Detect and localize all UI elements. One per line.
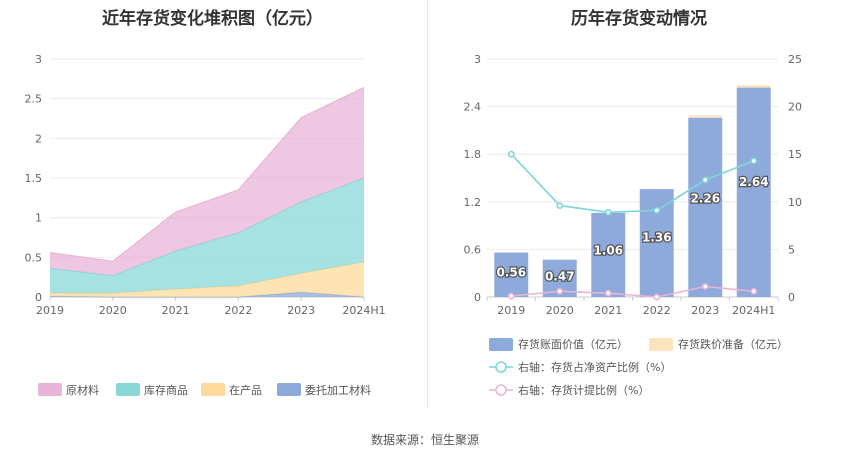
area-1 [50, 262, 364, 297]
right-legend-label: 存货跌价准备（亿元） [678, 337, 788, 351]
left-x-tick-label: 2020 [99, 304, 127, 317]
right-y2-tick-label: 5 [788, 243, 795, 256]
right-y-tick-label: 3 [474, 53, 481, 66]
left-legend-swatch [38, 383, 62, 396]
line-point-1 [701, 283, 709, 290]
bar-value-label: 1.36 [642, 231, 672, 245]
area-top-line-3 [49, 87, 365, 262]
left-legend-label: 原材料 [66, 383, 99, 397]
right-x-tick-label: 2019 [497, 304, 525, 317]
line-point-0 [604, 208, 612, 216]
left-legend-swatch [201, 383, 225, 396]
left-y-tick-label: 0 [35, 291, 42, 304]
right-y2-tick-label: 25 [788, 53, 802, 66]
right-legend-swatch [489, 338, 513, 351]
right-y-tick-label: 2.4 [464, 101, 482, 114]
line-point-1 [653, 293, 661, 301]
bar-book-value [688, 117, 723, 297]
line-point-0 [556, 202, 564, 210]
data-source: 数据来源：恒生聚源 [370, 433, 479, 447]
left-x-tick-label: 2019 [36, 304, 64, 317]
left-legend-label: 在产品 [229, 383, 262, 397]
left-legend-swatch [277, 383, 301, 396]
left-x-tick-label: 2022 [224, 304, 252, 317]
right-y2-tick-label: 20 [788, 101, 802, 114]
line-point-1 [750, 287, 758, 295]
left-y-tick-label: 2 [35, 132, 42, 145]
left-y-tick-label: 2.5 [25, 93, 43, 106]
bar-value-label: 1.06 [593, 244, 623, 258]
right-x-tick-label: 2020 [546, 304, 574, 317]
right-y-tick-label: 1.2 [464, 196, 482, 209]
left-legend-swatch [116, 383, 140, 396]
right-y2-tick-label: 10 [788, 196, 802, 209]
charts-canvas: 0 0.5 1 1.5 2 2.5 3 2019 2020 2021 2022 2023 2024H1 原… [25, 53, 803, 397]
left-x-tick-label: 2023 [287, 304, 315, 317]
right-legend-label: 存货账面价值（亿元） [518, 337, 628, 351]
left-x-tick-label: 2021 [162, 304, 190, 317]
left-legend-label: 委托加工材料 [305, 383, 371, 397]
line-point-1 [604, 289, 612, 297]
bar-value-label: 0.47 [545, 269, 575, 283]
line-point-0 [507, 150, 515, 158]
right-y-tick-label: 0.6 [464, 243, 482, 256]
right-legend-marker [495, 384, 507, 396]
right-chart-title: 历年存货变动情况 [571, 9, 707, 29]
right-x-tick-label: 2024H1 [732, 304, 775, 317]
bar-book-value [494, 252, 529, 297]
panel-divider [427, 0, 428, 408]
right-y-tick-label: 0 [474, 291, 481, 304]
line-point-1 [556, 287, 564, 295]
left-y-tick-label: 1 [35, 212, 42, 225]
line-point-0 [653, 206, 661, 214]
bar-impairment [736, 85, 771, 88]
right-legend-label: 右轴：存货计提比例（%） [518, 383, 649, 397]
right-x-tick-label: 2023 [691, 304, 719, 317]
right-legend-marker [495, 361, 507, 373]
right-y-tick-label: 1.8 [464, 148, 482, 161]
left-chart-title: 近年存货变化堆积图（亿元） [102, 9, 323, 29]
right-legend-swatch [649, 338, 673, 351]
left-y-tick-label: 0.5 [25, 251, 43, 264]
left-y-tick-label: 3 [35, 53, 42, 66]
right-x-tick-label: 2021 [594, 304, 622, 317]
left-x-tick-label: 2024H1 [342, 304, 385, 317]
right-y2-tick-label: 0 [788, 291, 795, 304]
bar-book-value [736, 87, 771, 297]
area-2 [50, 178, 364, 293]
left-legend-label: 库存商品 [144, 383, 188, 397]
bar-impairment [688, 115, 723, 118]
right-x-tick-label: 2022 [643, 304, 671, 317]
right-y2-tick-label: 15 [788, 148, 802, 161]
bar-value-label: 2.26 [690, 191, 720, 205]
bar-value-label: 0.56 [496, 266, 526, 280]
left-y-tick-label: 1.5 [25, 172, 43, 185]
right-legend-label: 右轴：存货占净资产比例（%） [518, 360, 671, 374]
bar-book-value [591, 212, 626, 297]
line-point-0 [750, 157, 758, 165]
area-3 [50, 87, 364, 276]
line-point-1 [507, 292, 515, 300]
line-point-0 [701, 176, 709, 184]
line-series-0 [510, 153, 755, 214]
line-series-1 [511, 285, 754, 298]
bar-value-label: 2.64 [739, 175, 769, 189]
